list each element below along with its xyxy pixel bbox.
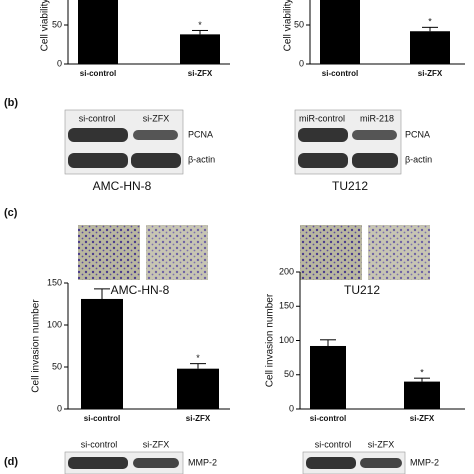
y-tick-label: 0 bbox=[57, 58, 62, 68]
micrograph bbox=[300, 225, 362, 280]
y-tick-label: 0 bbox=[57, 403, 62, 413]
y-axis-label: Cell invasion number bbox=[265, 293, 276, 387]
y-tick-label: 0 bbox=[299, 58, 304, 68]
blot bbox=[294, 109, 402, 175]
blot bbox=[64, 109, 184, 175]
x-tick-label: si-ZFX bbox=[410, 414, 435, 423]
row-label: β-actin bbox=[405, 154, 432, 164]
panel-label: (c) bbox=[4, 207, 18, 219]
lane-label: si-control bbox=[81, 439, 118, 449]
cell-line: TU212 bbox=[332, 179, 368, 193]
bar bbox=[310, 345, 346, 409]
cell-line: AMC-HN-8 bbox=[111, 283, 170, 297]
y-axis-label: Cell invasion number bbox=[31, 299, 42, 393]
y-tick-label: 200 bbox=[279, 266, 294, 276]
y-tick-label: 50 bbox=[294, 19, 304, 29]
y-axis-label: Cell viability bbox=[283, 0, 294, 51]
cell-line: TU212 bbox=[344, 283, 380, 297]
bar bbox=[78, 0, 118, 64]
significance: * bbox=[428, 17, 432, 27]
bar bbox=[320, 0, 360, 64]
micrograph bbox=[368, 225, 430, 280]
x-tick-label: si-ZFX bbox=[188, 69, 213, 78]
lane-label: si-control bbox=[79, 113, 116, 123]
y-tick-label: 100 bbox=[47, 319, 62, 329]
y-tick-label: 50 bbox=[52, 19, 62, 29]
micrograph bbox=[78, 225, 140, 280]
y-tick-label: 150 bbox=[279, 301, 294, 311]
row-label: PCNA bbox=[405, 129, 430, 139]
significance: * bbox=[198, 20, 202, 30]
panel-label: (b) bbox=[4, 97, 18, 109]
cell-line: AMC-HN-8 bbox=[93, 179, 152, 193]
y-tick-label: 150 bbox=[47, 277, 62, 287]
y-tick-label: 100 bbox=[279, 335, 294, 345]
panel-label: (d) bbox=[4, 456, 18, 468]
lane-label: si-ZFX bbox=[143, 113, 170, 123]
bar bbox=[404, 381, 440, 409]
x-tick-label: si-ZFX bbox=[186, 414, 211, 423]
blot bbox=[64, 451, 406, 474]
lane-label: miR-control bbox=[299, 113, 345, 123]
lane-label: si-ZFX bbox=[143, 439, 170, 449]
significance: * bbox=[420, 368, 424, 378]
y-tick-label: 50 bbox=[52, 361, 62, 371]
row-label: MMP-2 bbox=[410, 457, 439, 467]
row-label: β-actin bbox=[188, 154, 215, 164]
significance: * bbox=[196, 353, 200, 363]
lane-label: miR-218 bbox=[360, 113, 394, 123]
x-tick-label: si-control bbox=[322, 69, 358, 78]
y-tick-label: 0 bbox=[289, 403, 294, 413]
lane-label: si-ZFX bbox=[368, 439, 395, 449]
y-tick-label: 50 bbox=[284, 369, 294, 379]
bar bbox=[177, 368, 219, 409]
x-tick-label: si-ZFX bbox=[418, 69, 443, 78]
row-label: MMP-2 bbox=[188, 457, 217, 467]
x-tick-label: si-control bbox=[310, 414, 346, 423]
x-tick-label: si-control bbox=[80, 69, 116, 78]
row-label: PCNA bbox=[188, 129, 213, 139]
bar bbox=[180, 34, 220, 64]
y-axis-label: Cell viability bbox=[40, 0, 51, 51]
bar bbox=[410, 31, 450, 65]
bar bbox=[81, 298, 123, 409]
lane-label: si-control bbox=[315, 439, 352, 449]
micrograph bbox=[146, 225, 208, 280]
x-tick-label: si-control bbox=[84, 414, 120, 423]
